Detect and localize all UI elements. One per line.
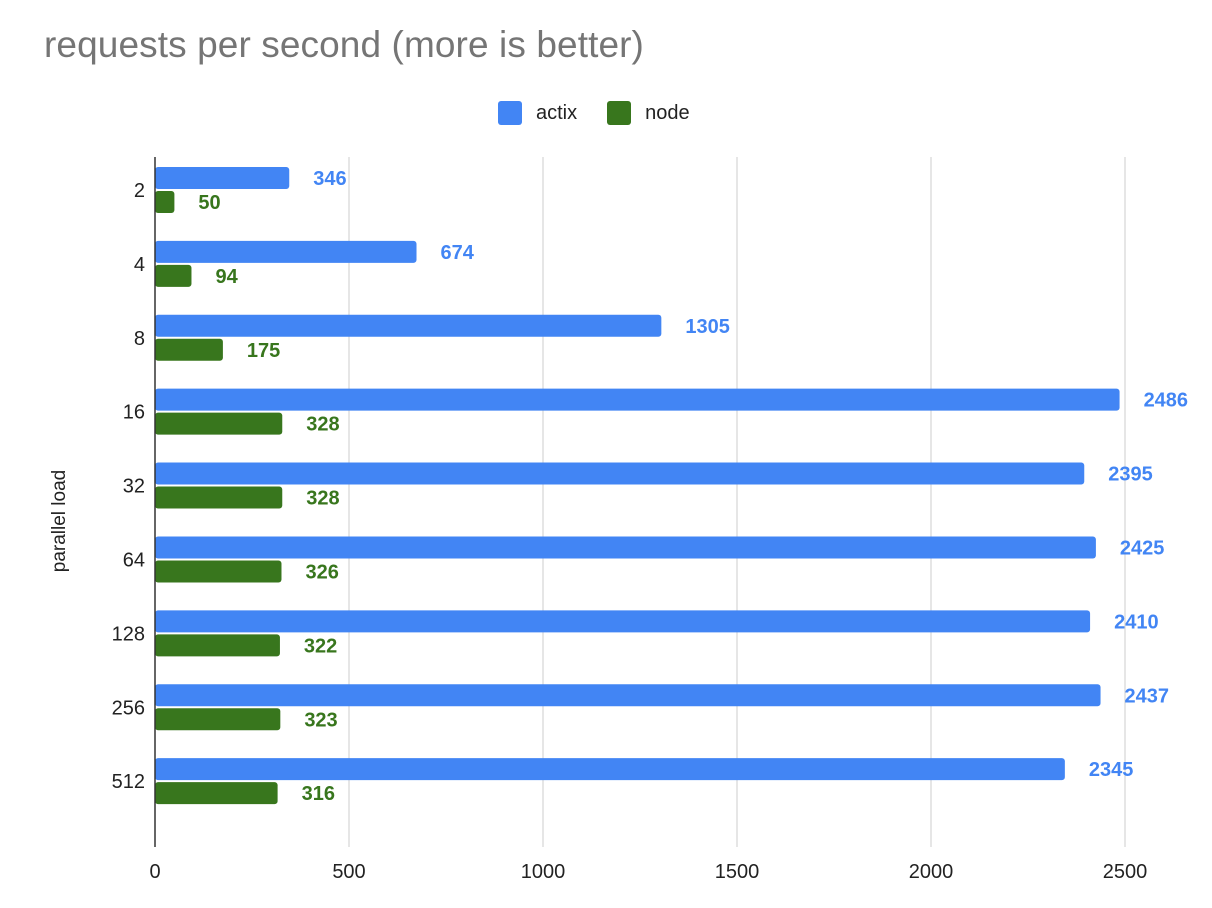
x-tick-label: 2500 xyxy=(1103,861,1148,883)
data-label-actix: 2410 xyxy=(1114,611,1159,633)
bar-node xyxy=(155,264,192,287)
legend-swatch-node xyxy=(607,101,632,125)
chart-legend: actix node xyxy=(498,98,720,128)
data-label-actix: 2486 xyxy=(1144,390,1189,412)
bar-node xyxy=(155,338,223,361)
bar-actix xyxy=(155,240,417,263)
data-label-node: 323 xyxy=(304,709,337,731)
x-tick-label: 1500 xyxy=(715,861,760,883)
bar-actix xyxy=(155,684,1101,707)
x-tick-label: 0 xyxy=(149,861,160,883)
x-tick-label: 500 xyxy=(332,861,365,883)
y-tick-label: 16 xyxy=(123,402,145,424)
bar-node xyxy=(155,560,282,583)
bar-node xyxy=(155,190,175,213)
y-tick-label: 256 xyxy=(112,697,145,719)
legend-label-node: node xyxy=(645,101,690,124)
y-tick-label: 8 xyxy=(134,328,145,350)
y-tick-label: 4 xyxy=(134,254,145,276)
data-label-actix: 346 xyxy=(313,168,346,190)
data-label-actix: 1305 xyxy=(685,316,730,338)
bar-node xyxy=(155,708,281,731)
bar-actix xyxy=(155,388,1120,411)
data-label-actix: 2425 xyxy=(1120,537,1165,559)
bar-actix xyxy=(155,536,1096,559)
bar-actix xyxy=(155,314,662,337)
data-label-actix: 2437 xyxy=(1125,685,1170,707)
y-tick-label: 64 xyxy=(123,549,145,571)
bar-node xyxy=(155,634,280,657)
legend-label-actix: actix xyxy=(536,101,578,124)
legend-item-actix: actix xyxy=(498,101,577,125)
data-label-node: 326 xyxy=(305,561,338,583)
bar-actix xyxy=(155,462,1085,485)
data-label-actix: 2345 xyxy=(1089,759,1134,781)
data-label-node: 328 xyxy=(306,414,339,436)
bar-node xyxy=(155,486,283,509)
y-tick-label: 2 xyxy=(134,180,145,202)
x-tick-label: 2000 xyxy=(909,861,954,883)
bar-actix xyxy=(155,166,290,189)
data-label-node: 328 xyxy=(306,488,339,510)
y-tick-label: 128 xyxy=(112,623,145,645)
legend-swatch-actix xyxy=(498,101,522,125)
bar-node xyxy=(155,782,278,805)
bar-actix xyxy=(155,610,1091,633)
bar-actix xyxy=(155,758,1065,781)
y-tick-label: 512 xyxy=(112,771,145,793)
x-tick-label: 1000 xyxy=(521,861,566,883)
data-label-node: 175 xyxy=(247,340,280,362)
data-label-actix: 674 xyxy=(441,242,475,264)
legend-item-node: node xyxy=(607,101,690,125)
bar-node xyxy=(155,412,283,435)
data-label-node: 322 xyxy=(304,635,337,657)
data-label-node: 316 xyxy=(302,783,335,805)
chart-title: requests per second (more is better) xyxy=(44,24,644,65)
data-label-node: 50 xyxy=(198,192,220,214)
data-label-actix: 2395 xyxy=(1108,464,1153,486)
data-label-node: 94 xyxy=(215,266,238,288)
y-tick-label: 32 xyxy=(123,476,145,498)
